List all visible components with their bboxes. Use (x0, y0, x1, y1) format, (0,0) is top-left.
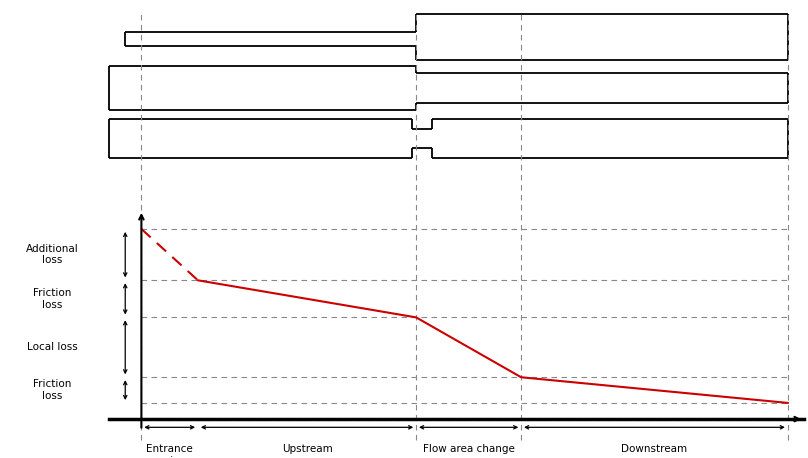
Text: Flow area change: Flow area change (423, 444, 515, 454)
Text: Friction
loss: Friction loss (33, 288, 72, 310)
Text: Friction
loss: Friction loss (33, 379, 72, 401)
Text: Additional
loss: Additional loss (26, 244, 79, 266)
Text: Downstream: Downstream (621, 444, 688, 454)
Text: Local loss: Local loss (27, 342, 78, 352)
Text: Entrance
region: Entrance region (146, 444, 193, 458)
Text: Upstream: Upstream (282, 444, 332, 454)
